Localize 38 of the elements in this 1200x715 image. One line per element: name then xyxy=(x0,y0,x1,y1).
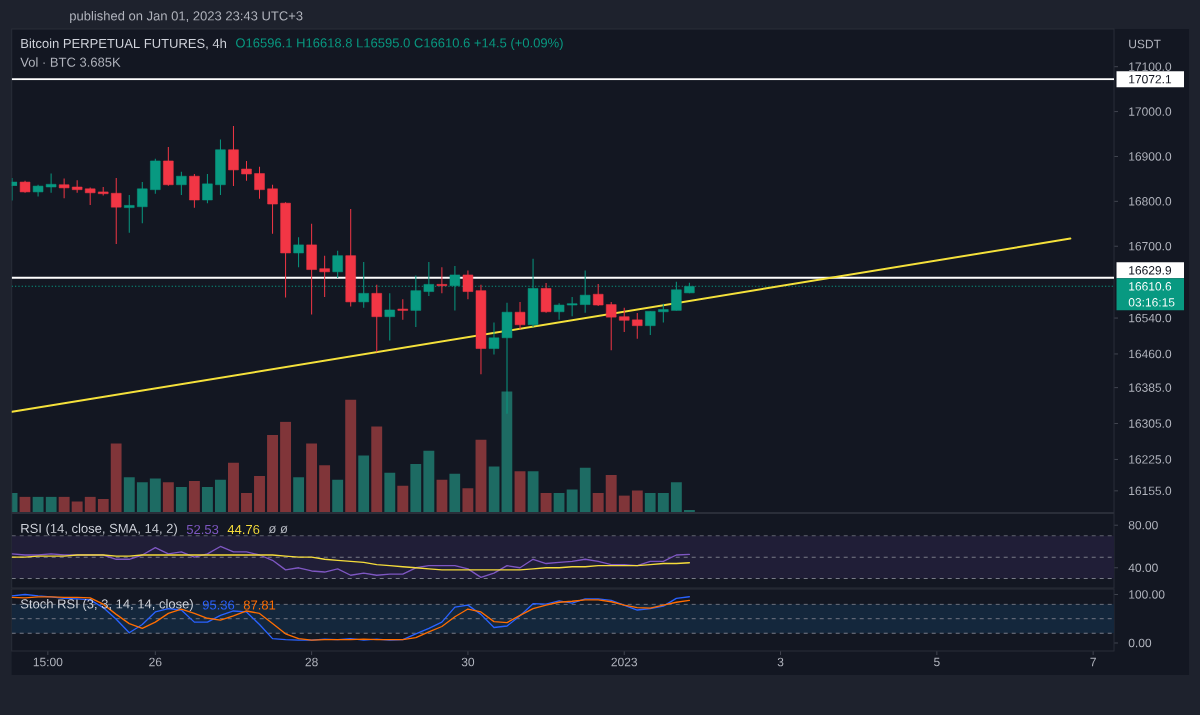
text: 03:16:15 xyxy=(1128,298,1175,307)
ref-line-label: 17072.1 xyxy=(1129,74,1172,84)
y-tick-label: 16305.0 xyxy=(1129,419,1172,428)
text: published on Jan 01, 2023 23:43 UTC+3 xyxy=(70,10,303,24)
y-tick-label: 40.00 xyxy=(1128,563,1158,573)
x-tick-label: 3 xyxy=(777,657,784,667)
x-tick-label: 5 xyxy=(934,657,940,667)
ref-line-label: 16629.9 xyxy=(1129,266,1172,275)
x-tick-label: 28 xyxy=(305,657,318,667)
y-tick-label: 100.00 xyxy=(1129,590,1165,599)
x-tick-label: 30 xyxy=(461,657,475,667)
y-tick-label: 16460.0 xyxy=(1129,349,1172,359)
y-tick-label: 16225.0 xyxy=(1129,455,1172,464)
y-tick-label: 16385.0 xyxy=(1129,383,1172,392)
x-tick-label: 15:00 xyxy=(33,657,63,667)
y-tick-label: 17000.0 xyxy=(1129,107,1172,116)
y-tick-label: 16900.0 xyxy=(1129,152,1172,161)
y-tick-label: 80.00 xyxy=(1128,520,1158,530)
y-axis-title: USDT xyxy=(1129,39,1161,49)
y-tick-label: 0.00 xyxy=(1128,638,1152,648)
text: RSI (14, close, SMA, 14, 2) xyxy=(21,523,177,536)
annotation: 52.53 xyxy=(186,524,219,535)
ref-line-label: 16610.6 xyxy=(1129,282,1172,291)
annotation: ø ø xyxy=(268,525,288,534)
y-tick-label: 17100.0 xyxy=(1129,62,1172,71)
y-tick-label: 16700.0 xyxy=(1129,241,1172,251)
annotation: 87.81 xyxy=(243,600,276,610)
annotation: Vol · BTC 3.685K xyxy=(20,57,121,67)
y-tick-label: 16540.0 xyxy=(1129,313,1172,323)
y-tick-label: 16800.0 xyxy=(1129,197,1172,206)
annotation: 44.76 xyxy=(227,524,260,535)
x-tick-label: 2023 xyxy=(611,657,638,667)
y-tick-label: 16155.0 xyxy=(1129,486,1172,496)
annotation: 95.36 xyxy=(202,600,235,610)
x-tick-label: 26 xyxy=(149,657,162,667)
x-tick-label: 7 xyxy=(1090,657,1096,667)
text: Bitcoin PERPETUAL FUTURES, 4h xyxy=(21,38,227,50)
annotation: O16596.1 H16618.8 L16595.0 C16610.6 +14.5 (+0.09%) xyxy=(236,37,563,51)
